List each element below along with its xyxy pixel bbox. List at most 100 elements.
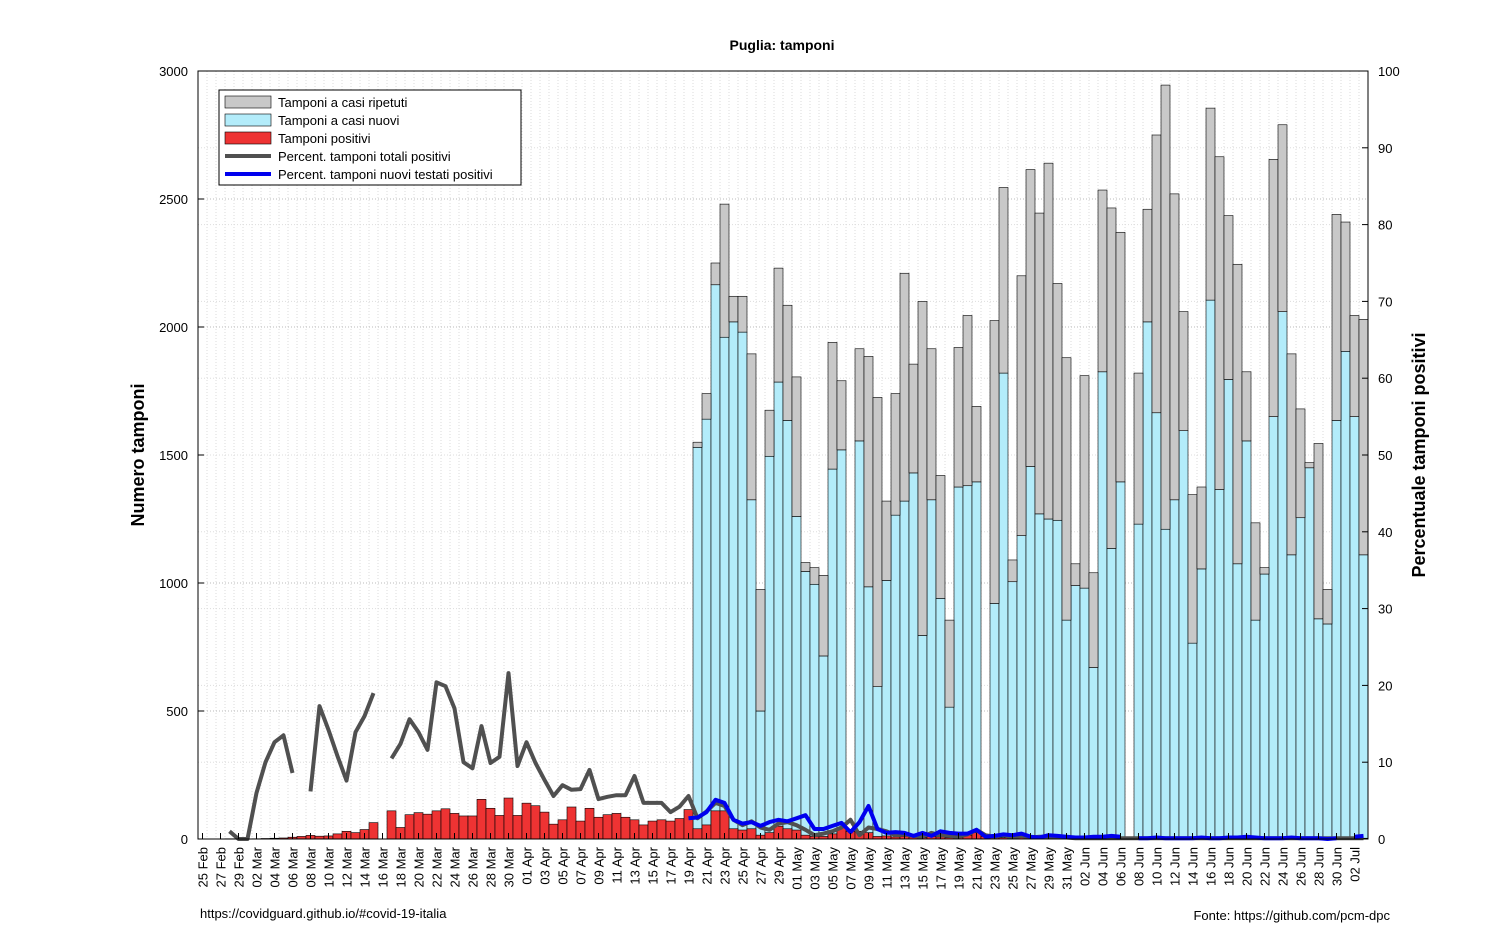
x-tick-label: 29 Apr (772, 846, 787, 884)
x-tick-label: 24 Mar (448, 846, 463, 887)
bar (333, 834, 342, 839)
bar (819, 656, 828, 839)
bar (1089, 667, 1098, 839)
y-tick-label: 2500 (159, 192, 188, 207)
bar (801, 835, 810, 839)
x-tick-label: 01 May (790, 847, 805, 890)
bar (1260, 568, 1269, 574)
bar (756, 711, 765, 839)
bar (1350, 315, 1359, 416)
bar (477, 799, 486, 839)
bar (1116, 482, 1125, 839)
y2-tick-label: 20 (1378, 678, 1392, 693)
bar (1197, 569, 1206, 839)
bar (765, 410, 774, 456)
bar (1134, 373, 1143, 524)
bar (1071, 564, 1080, 586)
bar (1188, 643, 1197, 839)
x-tick-label: 18 Jun (1222, 847, 1237, 886)
bar (1206, 300, 1215, 839)
x-tick-label: 09 May (862, 847, 877, 890)
bar (1062, 620, 1071, 839)
bar (936, 475, 945, 598)
footer-right: Fonte: https://github.com/pcm-dpc (1193, 908, 1390, 923)
x-tick-label: 07 Apr (574, 846, 589, 884)
bar (783, 305, 792, 420)
legend-label: Percent. tamponi nuovi testati positivi (278, 167, 493, 182)
bar (1251, 620, 1260, 839)
x-tick-label: 28 Jun (1312, 847, 1327, 886)
x-tick-label: 22 Mar (430, 846, 445, 887)
footer-left: https://covidguard.github.io/#covid-19-i… (200, 906, 447, 921)
bar (900, 273, 909, 501)
bar (963, 315, 972, 485)
y2-tick-label: 30 (1378, 602, 1392, 617)
bar (1296, 518, 1305, 839)
y2-tick-label: 90 (1378, 141, 1392, 156)
x-tick-label: 06 Mar (286, 846, 301, 887)
bar (693, 829, 702, 839)
y2-tick-label: 80 (1378, 218, 1392, 233)
bar (657, 820, 666, 839)
bar (639, 825, 648, 839)
bar (702, 394, 711, 420)
bar (1116, 232, 1125, 482)
y2-tick-label: 100 (1378, 64, 1400, 79)
x-tick-label: 23 May (988, 847, 1003, 890)
bar (693, 447, 702, 839)
bar (441, 809, 450, 839)
bar (999, 187, 1008, 373)
bar (936, 598, 945, 839)
bar (738, 332, 747, 839)
x-tick-label: 30 Mar (502, 846, 517, 887)
bar (990, 321, 999, 604)
bar (720, 337, 729, 839)
bar (1215, 490, 1224, 839)
bar (1107, 548, 1116, 839)
bar (972, 406, 981, 482)
bar (351, 833, 360, 839)
bar (900, 501, 909, 839)
x-tick-label: 12 Jun (1168, 847, 1183, 886)
bar (603, 815, 612, 839)
x-tick-label: 25 Apr (736, 846, 751, 884)
legend-label: Tamponi positivi (278, 131, 371, 146)
bar (1224, 379, 1233, 839)
x-tick-label: 27 Feb (214, 847, 229, 887)
bar (927, 500, 936, 839)
x-tick-label: 04 Mar (268, 846, 283, 887)
bar (918, 635, 927, 839)
bar (1098, 372, 1107, 839)
y2-tick-label: 70 (1378, 294, 1392, 309)
bar (513, 815, 522, 839)
x-tick-label: 02 Jun (1078, 847, 1093, 886)
x-tick-label: 30 Jun (1330, 847, 1345, 886)
bar (783, 420, 792, 839)
bar (1341, 222, 1350, 351)
x-tick-label: 21 May (970, 847, 985, 890)
x-tick-label: 17 Apr (664, 846, 679, 884)
x-tick-label: 23 Apr (718, 846, 733, 884)
bar (1017, 536, 1026, 839)
x-tick-label: 03 Apr (538, 846, 553, 884)
bar (459, 816, 468, 839)
bar (693, 442, 702, 447)
bar (1062, 358, 1071, 620)
x-tick-label: 15 May (916, 847, 931, 890)
x-tick-label: 16 Mar (376, 846, 391, 887)
x-tick-label: 09 Apr (592, 846, 607, 884)
bar (1026, 467, 1035, 839)
bar (405, 815, 414, 839)
bar (765, 833, 774, 839)
x-tick-label: 22 Jun (1258, 847, 1273, 886)
bar (810, 568, 819, 585)
bar (747, 500, 756, 839)
x-tick-label: 13 Apr (628, 846, 643, 884)
bar (1152, 135, 1161, 413)
y2-tick-label: 40 (1378, 525, 1392, 540)
bar (1251, 523, 1260, 620)
bar (1269, 417, 1278, 839)
bar (1350, 417, 1359, 839)
bar (504, 798, 513, 839)
bar (882, 580, 891, 839)
